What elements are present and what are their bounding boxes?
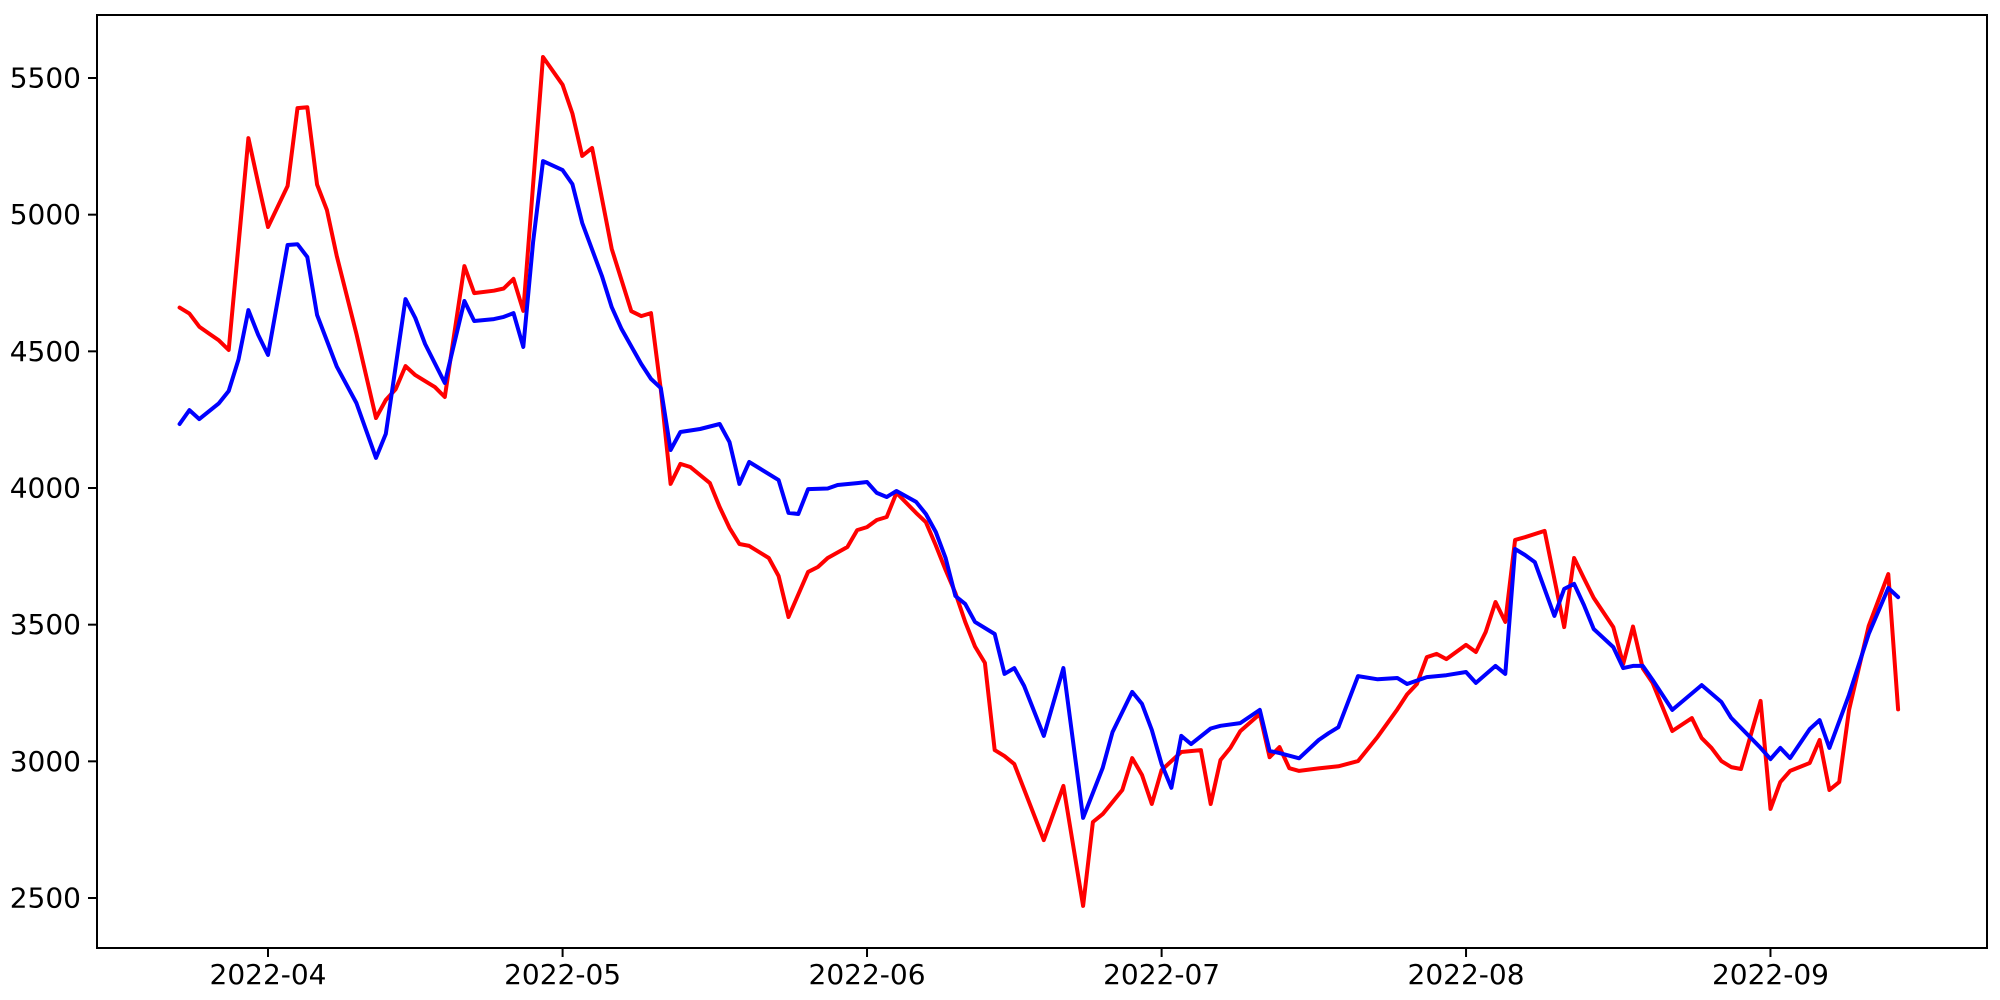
y-tick-label: 4000: [10, 472, 81, 505]
x-tick-label: 2022-04: [210, 958, 327, 991]
x-axis: 2022-04 2022-05 2022-06 2022-07 2022-08 2022-…: [210, 948, 1829, 991]
x-tick-label: 2022-08: [1408, 958, 1525, 991]
plot-border: [96, 14, 1988, 949]
x-tick-label: 2022-05: [504, 958, 621, 991]
red-series-line: [177, 55, 1901, 908]
blue-series-line: [177, 159, 1901, 820]
y-axis: 2500 3000 3500 4000 4500 5000 5500: [10, 62, 97, 915]
x-tick-label: 2022-09: [1712, 958, 1829, 991]
y-tick-label: 4500: [10, 335, 81, 368]
axes-spine-box: [96, 14, 1988, 949]
y-tick-label: 3000: [10, 745, 81, 778]
y-tick-label: 5500: [10, 62, 81, 95]
x-tick-label: 2022-06: [809, 958, 926, 991]
x-tick-label: 2022-07: [1103, 958, 1220, 991]
series-lines: [177, 55, 1901, 908]
y-tick-label: 2500: [10, 882, 81, 915]
y-tick-label: 3500: [10, 608, 81, 641]
y-tick-label: 5000: [10, 198, 81, 231]
